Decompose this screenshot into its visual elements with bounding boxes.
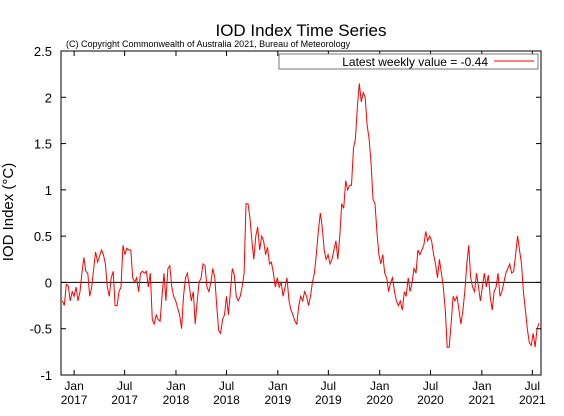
- y-tick-label: 1: [45, 183, 52, 198]
- chart-title: IOD Index Time Series: [215, 21, 386, 40]
- y-tick-label: 2: [45, 90, 52, 105]
- x-ticks: Jan2017Jul2017Jan2018Jul2018Jan2019Jul20…: [61, 51, 546, 407]
- y-axis-label: IOD Index (°C): [0, 163, 17, 262]
- y-tick-label: 0: [45, 275, 52, 290]
- x-tick-month-label: Jul: [423, 379, 438, 393]
- x-tick-month-label: Jul: [525, 379, 540, 393]
- x-tick-month-label: Jan: [166, 379, 185, 393]
- x-tick-year-label: 2018: [163, 393, 190, 407]
- plot-frame: [60, 50, 542, 376]
- iod-series-line: [61, 83, 540, 348]
- x-tick-month-label: Jan: [472, 379, 491, 393]
- y-ticks: 2.5 2 1.5 1 0.5 0 -0.5 -1: [30, 44, 541, 383]
- y-tick-label: 2.5: [34, 44, 52, 59]
- x-tick-year-label: 2017: [111, 393, 138, 407]
- x-tick-year-label: 2020: [417, 393, 444, 407]
- legend-label: Latest weekly value = -0.44: [342, 55, 488, 69]
- x-tick-month-label: Jul: [117, 379, 132, 393]
- x-tick-year-label: 2020: [366, 393, 393, 407]
- x-tick-year-label: 2021: [519, 393, 546, 407]
- x-tick-year-label: 2019: [264, 393, 291, 407]
- x-tick-month-label: Jul: [219, 379, 234, 393]
- x-tick-year-label: 2017: [61, 393, 88, 407]
- x-tick-month-label: Jan: [370, 379, 389, 393]
- x-tick-month-label: Jan: [64, 379, 83, 393]
- x-tick-year-label: 2021: [468, 393, 495, 407]
- legend-box: [278, 53, 539, 70]
- chart-subtitle: (C) Copyright Commonwealth of Australia …: [66, 39, 351, 49]
- x-tick-year-label: 2019: [315, 393, 342, 407]
- x-tick-year-label: 2018: [213, 393, 240, 407]
- x-tick-month-label: Jan: [268, 379, 287, 393]
- y-tick-label: 1.5: [34, 137, 52, 152]
- y-tick-label: 0.5: [34, 229, 52, 244]
- y-tick-label: -1: [40, 368, 52, 383]
- y-tick-label: -0.5: [30, 322, 52, 337]
- legend: Latest weekly value = -0.44: [278, 53, 539, 70]
- x-tick-month-label: Jul: [321, 379, 336, 393]
